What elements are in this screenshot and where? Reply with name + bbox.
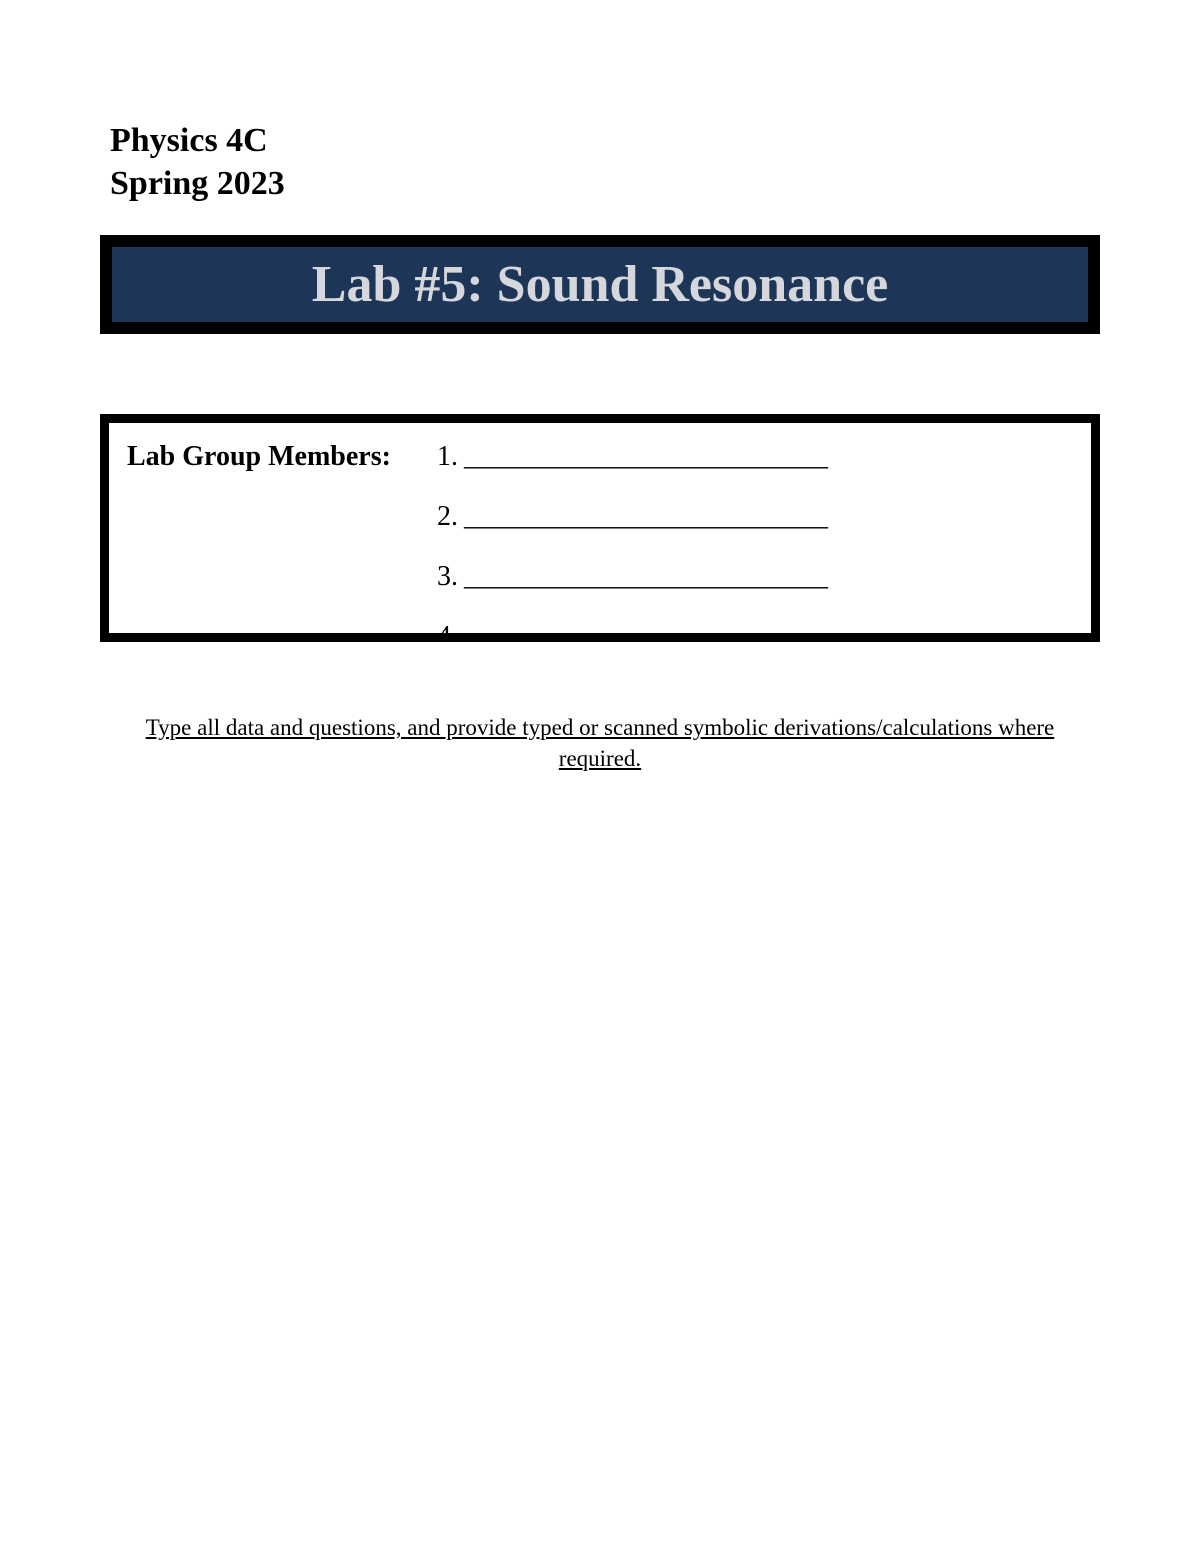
member-blank-line: __________________________ — [464, 561, 828, 593]
lab-title: Lab #5: Sound Resonance — [132, 255, 1068, 314]
lab-members-box: Lab Group Members: 1. __________________… — [100, 414, 1100, 642]
member-number: 4. — [437, 621, 458, 642]
member-number: 3. — [437, 561, 458, 593]
course-term: Spring 2023 — [110, 163, 1100, 206]
member-blank-line: __________________________ — [464, 501, 828, 533]
course-name: Physics 4C — [110, 120, 1100, 163]
member-blank-line: __________________________ — [464, 441, 828, 473]
member-number: 2. — [437, 501, 458, 533]
member-row: Lab Group Members: 1. __________________… — [127, 441, 1073, 473]
members-label: Lab Group Members: — [127, 441, 437, 473]
member-row: 2. __________________________ — [127, 501, 1073, 533]
member-blank-line: __________________________ — [464, 621, 828, 642]
member-row: 4. __________________________ — [127, 621, 1073, 642]
instructions-text: Type all data and questions, and provide… — [100, 712, 1100, 774]
member-row: 3. __________________________ — [127, 561, 1073, 593]
title-banner: Lab #5: Sound Resonance — [100, 235, 1100, 334]
member-number: 1. — [437, 441, 458, 473]
course-header: Physics 4C Spring 2023 — [110, 120, 1100, 205]
